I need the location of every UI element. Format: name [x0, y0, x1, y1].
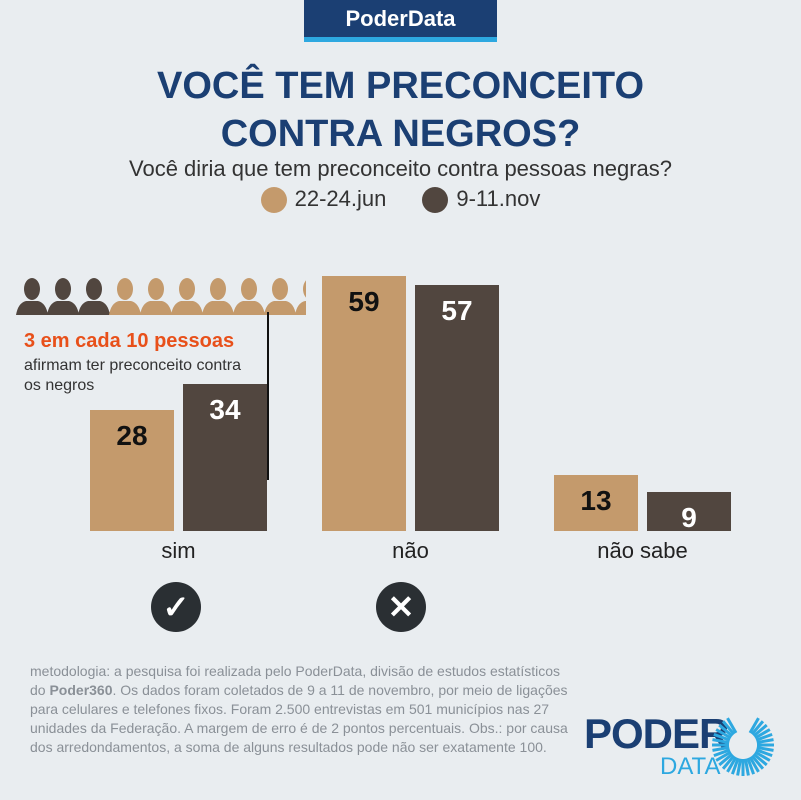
person-icon [78, 278, 110, 315]
poderdata-logo: PODER DATA [584, 710, 774, 780]
data-label: 57 [441, 294, 473, 326]
annotation-highlight: 3 em cada 10 pessoas [24, 330, 235, 352]
subtitle: Você diria que tem preconceito contra pe… [129, 156, 672, 181]
legend-label: 22-24.jun [294, 186, 387, 211]
person-icon [140, 278, 172, 315]
title-line-2: CONTRA NEGROS? [220, 113, 581, 155]
bar-sim-0 [90, 409, 174, 531]
legend-item-jun: 22-24.jun [260, 186, 387, 214]
category-label: não [392, 538, 429, 563]
annotation-text: afirmam ter preconceito contra os negros [24, 357, 241, 394]
person-icon [233, 278, 265, 315]
category-label: não sabe [597, 538, 688, 563]
legend-label: 9-11.nov [456, 186, 541, 211]
methodology: metodologia: a pesquisa foi realizada pe… [30, 662, 570, 757]
data-label: 34 [209, 394, 241, 426]
logo-sunburst-icon [712, 717, 774, 776]
data-label: 9 [681, 502, 697, 534]
bar-não-sabe-0 [554, 474, 638, 531]
data-label: 59 [348, 286, 380, 317]
person-icon [16, 278, 48, 315]
person-icon [47, 278, 79, 315]
logo-data: DATA [660, 753, 721, 780]
data-label: 28 [116, 419, 148, 451]
page-title: VOCÊ TEM PRECONCEITO CONTRA NEGROS? [0, 62, 801, 158]
check-icon: ✓ [151, 582, 201, 632]
bar-não-sabe-1 [647, 492, 731, 531]
category-label: sim [161, 538, 196, 563]
data-label: 13 [580, 484, 612, 516]
bar-não-0 [322, 276, 406, 531]
x-icon: ✕ [376, 582, 426, 632]
annotation-line [267, 312, 269, 480]
methodology-bold: Poder360 [49, 682, 113, 698]
legend-item-nov: 9-11.nov [422, 186, 541, 214]
bar-não-1 [415, 284, 499, 531]
legend-swatch [260, 187, 287, 214]
bar-sim-1 [183, 384, 267, 531]
person-icon [264, 278, 296, 315]
brand-header: PoderData [304, 0, 497, 42]
methodology-text-2: . Os dados foram coletados de 9 a 11 de … [30, 682, 568, 755]
methodology-text: metodologia: a pesquisa foi realizada pe… [30, 663, 560, 698]
person-icon [202, 278, 234, 315]
people-icons [16, 278, 306, 315]
legend: 22-24.jun 9-11.nov [0, 186, 801, 214]
logo-poder: PODER [584, 710, 729, 757]
person-icon [295, 280, 306, 315]
person-icon [171, 278, 203, 315]
title-line-1: VOCÊ TEM PRECONCEITO [156, 65, 645, 107]
person-icon [109, 278, 141, 315]
legend-swatch [422, 187, 449, 214]
